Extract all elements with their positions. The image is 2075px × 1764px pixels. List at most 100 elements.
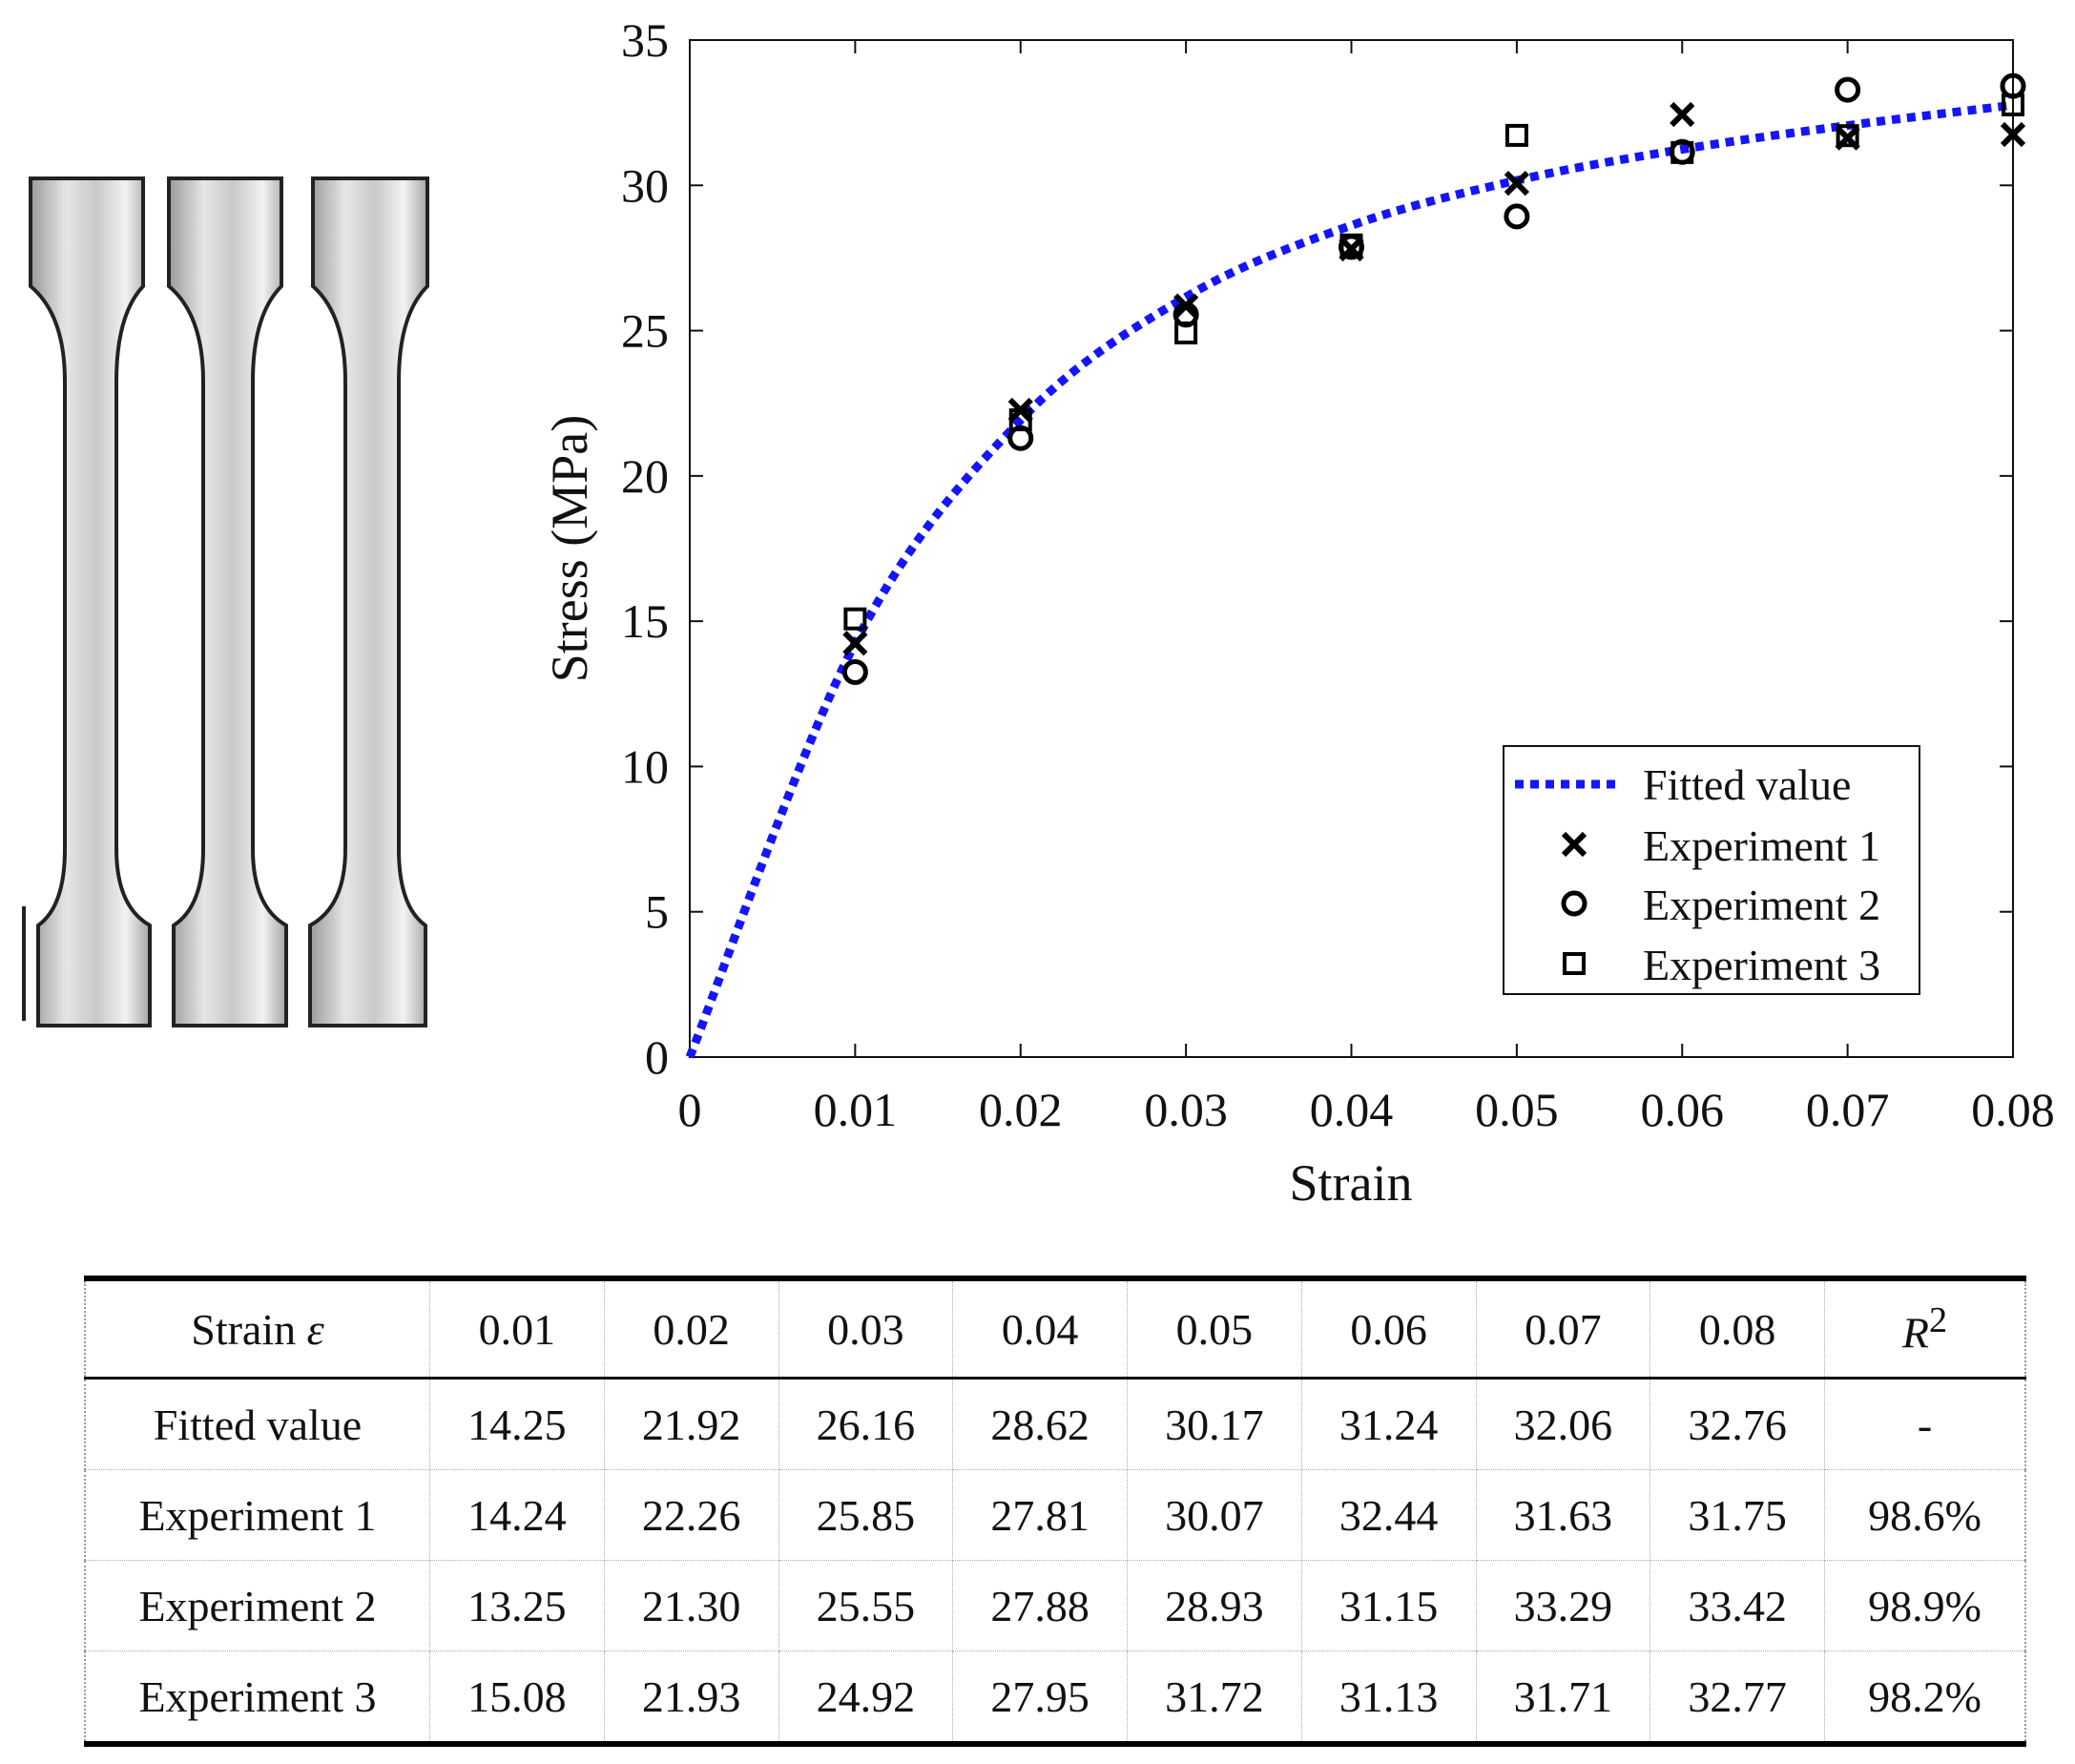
row-label: Experiment 3 [84,1650,430,1745]
table-cell: 32.06 [1475,1378,1651,1470]
exp2-point [841,658,868,685]
exp2-point [1504,203,1530,230]
x-tick-label: 0.01 [814,1083,898,1136]
legend-square [1563,952,1586,975]
exp2-point-shape [1835,76,1861,103]
exp3-point [1339,233,1363,257]
table-header-row: Strain ε 0.01 0.02 0.03 0.04 0.05 0.06 0… [84,1277,2026,1380]
table-cell: 31.75 [1650,1469,1825,1561]
legend-circle-shape [1561,890,1587,917]
table-cell: 31.24 [1300,1378,1477,1470]
legend-marker-x [1561,831,1587,858]
header-r2-sup: 2 [1928,1300,1948,1341]
table-cell: 32.76 [1650,1378,1825,1470]
y-tick-label: 15 [621,594,669,648]
table-cell: 27.81 [952,1469,1128,1561]
header-col: 0.01 [429,1277,605,1380]
y-tick-label: 10 [621,739,669,793]
legend-label-exp1: Experiment 1 [1643,821,1880,870]
table-cell: 14.25 [429,1378,605,1470]
specimen-2 [167,176,288,1027]
exp3-point [1670,140,1694,164]
table-cell: 30.07 [1127,1469,1302,1561]
table-cell: 98.9% [1824,1560,2026,1651]
row-label: Experiment 1 [84,1469,430,1561]
table-cell: 15.08 [429,1650,605,1745]
exp3-point-shape [1836,124,1859,148]
y-tick-label: 35 [621,13,669,67]
table-cell: 24.92 [778,1650,954,1745]
table-cell: 31.72 [1127,1650,1302,1745]
exp3-point [1008,408,1032,432]
y-tick-label: 5 [645,885,669,939]
exp1-point-stroke-b [842,631,868,656]
y-axis-label: Stress (MPa) [541,415,598,683]
exp3-point-shape [1670,140,1694,164]
data-table: Strain ε 0.01 0.02 0.03 0.04 0.05 0.06 0… [84,1276,2026,1747]
table-cell: 22.26 [603,1469,779,1561]
table-cell: 33.29 [1475,1560,1651,1651]
exp3-point [843,607,867,631]
exp2-point-shape [1504,203,1530,230]
table-cell: 14.24 [429,1469,605,1561]
x-tick-label: 0.04 [1310,1083,1394,1136]
x-tick-label: 0.05 [1475,1083,1559,1136]
header-col: 0.02 [603,1277,779,1380]
exp3-point-shape [1504,123,1528,147]
y-tick-label: 0 [645,1030,669,1084]
table-cell: 21.30 [603,1560,779,1651]
header-col: 0.06 [1300,1277,1477,1380]
exp1-point-stroke-b [1670,101,1695,128]
legend-marker-square [1563,952,1586,975]
axis-ticks: 0 0.01 0.02 0.03 0.04 0.05 0.06 0.07 0.08 0 5 10 15 2… [621,13,2055,1136]
table-row: Experiment 2 13.25 21.30 25.55 27.88 28.… [84,1560,2026,1651]
exp1-point [1670,101,1695,128]
exp1-point [2000,121,2026,148]
header-strain-symbol: ε [306,1304,324,1354]
table-cell: 27.88 [952,1560,1128,1651]
table-row: Experiment 1 14.24 22.26 25.85 27.81 30.… [84,1469,2026,1561]
table-cell: 25.55 [778,1560,954,1651]
exp3-point [2002,93,2024,116]
exp1-point-stroke-b [2000,121,2026,148]
header-col: 0.04 [952,1277,1128,1380]
table-cell: 31.63 [1475,1469,1651,1561]
legend-label-exp3: Experiment 3 [1643,941,1880,989]
table-cell: 33.42 [1650,1560,1825,1651]
table-cell: 31.15 [1300,1560,1477,1651]
exp3-point-shape [1339,233,1363,257]
exp3-point [1174,322,1198,345]
legend-label-fit: Fitted value [1643,760,1851,809]
row-label: Experiment 2 [84,1560,430,1651]
table-cell: 13.25 [429,1560,605,1651]
x-tick-label: 0.08 [1971,1083,2055,1136]
x-axis-label: Strain [1290,1154,1413,1212]
exp3-point-shape [1008,408,1032,432]
table-cell: 28.93 [1127,1560,1302,1651]
y-tick-label: 25 [621,304,669,358]
table-cell: 21.92 [603,1378,779,1470]
exp2-point [1835,76,1861,103]
legend: Fitted value Experiment 1 Experiment 2 E… [1503,745,1920,995]
x-tick-label: 0.02 [979,1083,1063,1136]
exp3-point-shape [1174,322,1198,345]
header-r2-label: R [1901,1308,1929,1358]
table-cell: 98.2% [1824,1650,2026,1745]
legend-circle [1561,890,1587,917]
x-tick-label: 0.03 [1144,1083,1228,1136]
table-cell: 98.6% [1824,1469,2026,1561]
header-col: 0.03 [778,1277,954,1380]
table-cell: 28.62 [952,1378,1128,1470]
y-tick-label: 20 [621,449,669,503]
table-cell: 25.85 [778,1469,954,1561]
legend-x [1561,831,1587,858]
exp3-point [1836,124,1859,148]
table-cell: 32.44 [1300,1469,1477,1561]
data-markers [841,73,2026,685]
exp1-point-stroke-b [1504,171,1529,197]
table-cell: 30.17 [1127,1378,1302,1470]
header-strain: Strain ε [84,1277,430,1380]
exp3-point-shape [2002,93,2024,116]
exp3-point [1504,123,1528,147]
table-cell: 32.77 [1650,1650,1825,1745]
